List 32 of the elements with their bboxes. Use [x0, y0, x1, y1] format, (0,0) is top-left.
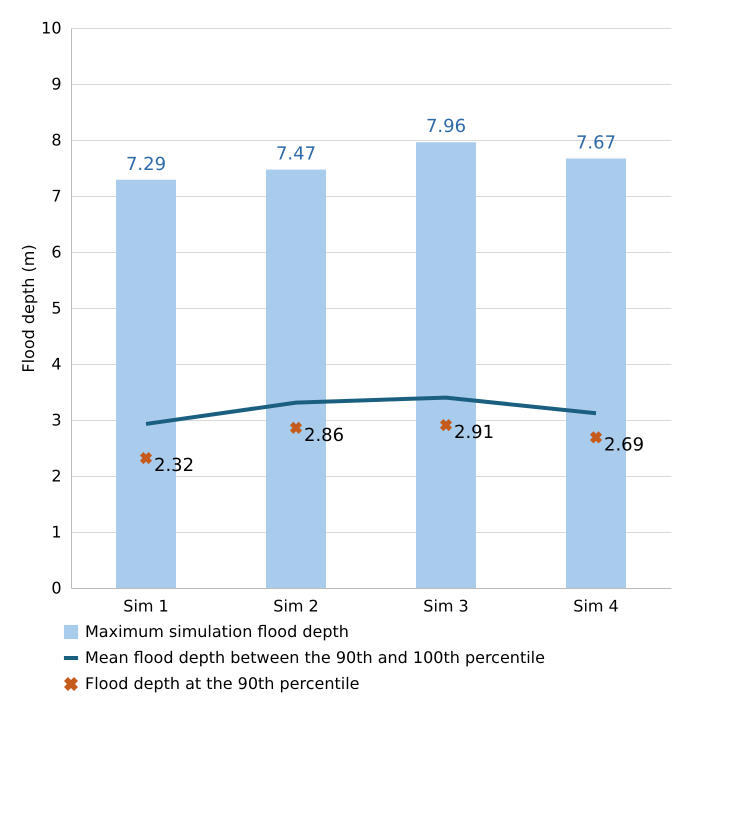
point — [590, 431, 602, 444]
legend-label: Maximum simulation flood depth — [85, 622, 349, 641]
y-tick-label: 9 — [51, 74, 62, 94]
data-label: 2.86 — [304, 424, 344, 446]
y-tick-label: 8 — [51, 130, 62, 150]
y-tick-label: 10 — [41, 18, 62, 38]
x-tick-label: Sim 2 — [273, 596, 319, 616]
data-label: 2.91 — [454, 422, 494, 444]
x-tick-label: Sim 4 — [573, 596, 619, 616]
y-tick-label: 1 — [51, 522, 62, 542]
y-tick-label: 6 — [51, 242, 62, 262]
data-label: 7.29 — [126, 154, 166, 175]
y-tick-label: 3 — [51, 410, 62, 430]
point — [290, 422, 302, 434]
point — [440, 418, 452, 432]
point — [140, 452, 152, 464]
y-tick-label: 7 — [51, 186, 62, 206]
y-tick-label: 2 — [51, 466, 62, 486]
line-series — [144, 396, 598, 426]
data-label: 2.69 — [604, 434, 644, 456]
y-tick-label: 0 — [51, 578, 62, 598]
y-axis-title: Flood depth (m) — [19, 244, 38, 373]
y-tick-label: 4 — [51, 354, 62, 374]
legend-label: Mean flood depth between the 90th and 100th percentile — [85, 648, 545, 667]
x-tick-label: Sim 1 — [123, 596, 169, 616]
data-label: 7.96 — [426, 116, 466, 138]
y-tick-label: 5 — [51, 298, 62, 318]
data-label: 7.47 — [276, 144, 316, 165]
data-label: 2.32 — [154, 455, 194, 476]
x-tick-label: Sim 3 — [423, 596, 469, 616]
legend-label: Flood depth at the 90th percentile — [85, 674, 360, 693]
data-label: 7.67 — [576, 132, 616, 154]
